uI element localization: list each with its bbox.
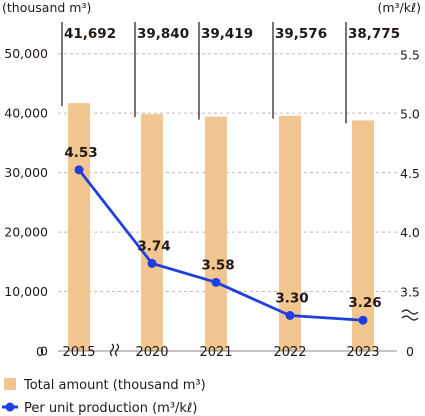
line-point bbox=[285, 310, 295, 320]
x-tick-label: 2022 bbox=[273, 345, 306, 360]
line-value-label: 3.58 bbox=[201, 257, 234, 273]
bar-value-label: 41,692 bbox=[64, 26, 116, 42]
line-value-label: 3.74 bbox=[137, 238, 170, 254]
legend-line-marker bbox=[5, 402, 15, 412]
legend: Total amount (thousand m³) Per unit prod… bbox=[2, 378, 206, 416]
axis-break-icon bbox=[401, 309, 419, 321]
left-axis: 0 10,000 20,000 30,000 40,000 50,000 bbox=[4, 46, 48, 358]
left-axis-title: (thousand m³) bbox=[2, 0, 91, 15]
line-point bbox=[358, 315, 368, 325]
right-tick-label: 5.5 bbox=[400, 48, 420, 63]
legend-bar-label: Total amount (thousand m³) bbox=[23, 378, 206, 393]
line-value-label: 3.26 bbox=[348, 295, 381, 311]
bar bbox=[352, 120, 374, 351]
x-axis-break-icon bbox=[109, 343, 120, 357]
left-tick-label: 10,000 bbox=[4, 284, 48, 299]
bar-value-labels: 41,692 39,840 39,419 39,576 38,775 bbox=[64, 26, 400, 42]
line-series bbox=[74, 165, 368, 325]
line-point bbox=[74, 165, 84, 175]
right-tick-label: 3.5 bbox=[400, 284, 420, 299]
left-tick-label: 40,000 bbox=[4, 106, 48, 121]
bar-series bbox=[68, 103, 374, 352]
line-value-label: 4.53 bbox=[64, 145, 97, 161]
left-tick-label: 30,000 bbox=[4, 165, 48, 180]
left-tick-label: 20,000 bbox=[4, 225, 48, 240]
bar-value-label: 39,840 bbox=[137, 26, 189, 42]
bar bbox=[205, 116, 227, 351]
x-tick-label: 2015 bbox=[62, 345, 95, 360]
x-tick-label: 2020 bbox=[135, 345, 168, 360]
line-value-label: 3.30 bbox=[275, 290, 308, 306]
line-value-labels: 4.53 3.74 3.58 3.30 3.26 bbox=[64, 145, 381, 311]
x-axis: 0 2015 2020 2021 2022 2023 bbox=[36, 343, 397, 360]
bar-label-connectors bbox=[61, 22, 347, 124]
bar-value-label: 39,419 bbox=[201, 26, 253, 42]
bar-value-label: 39,576 bbox=[275, 26, 327, 42]
right-tick-label: 5.0 bbox=[400, 107, 420, 122]
x-tick-label: 2023 bbox=[346, 345, 379, 360]
legend-bar-swatch bbox=[4, 378, 16, 390]
legend-line-label: Per unit production (m³/kℓ) bbox=[24, 401, 197, 416]
right-tick-label: 4.5 bbox=[400, 166, 420, 181]
line-point bbox=[147, 258, 157, 268]
bar-value-label: 38,775 bbox=[348, 26, 400, 42]
x-tick-label: 2021 bbox=[199, 345, 232, 360]
right-axis: 3.5 4.0 4.5 5.0 5.5 0 bbox=[400, 48, 420, 360]
bar bbox=[68, 103, 90, 352]
gridlines bbox=[58, 53, 397, 293]
left-zero-label: 0 bbox=[36, 344, 44, 359]
right-tick-label: 4.0 bbox=[400, 225, 420, 240]
right-zero-label: 0 bbox=[406, 344, 414, 359]
left-tick-label: 50,000 bbox=[4, 46, 48, 61]
left-tick-label: 0 bbox=[40, 344, 48, 359]
right-axis-title: (m³/kℓ) bbox=[377, 0, 421, 15]
line-point bbox=[211, 277, 221, 287]
bar bbox=[279, 115, 301, 351]
bar bbox=[141, 114, 163, 351]
